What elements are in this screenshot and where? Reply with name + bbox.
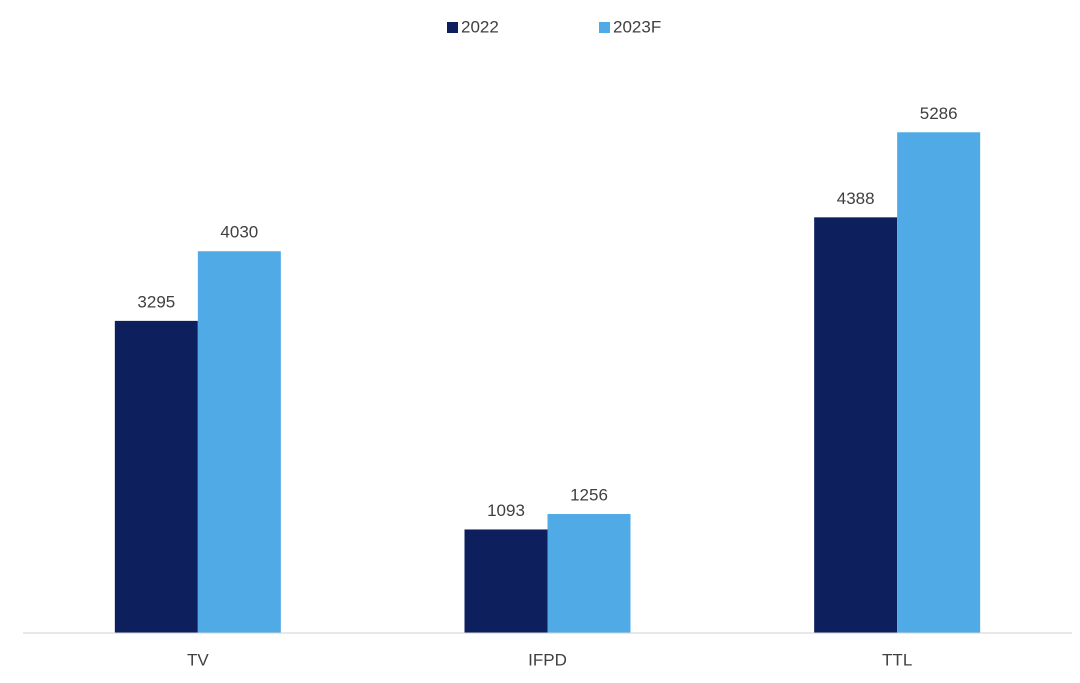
legend-swatch (447, 22, 458, 33)
data-label: 3295 (137, 292, 175, 311)
data-label: 4388 (837, 189, 875, 208)
legend-label: 2022 (461, 17, 499, 36)
data-label: 1093 (487, 501, 525, 520)
x-tick-label: IFPD (528, 650, 567, 669)
bar (197, 251, 281, 633)
bar (814, 217, 898, 633)
data-label: 1256 (570, 486, 608, 505)
bar (547, 514, 631, 633)
data-label: 5286 (920, 104, 958, 123)
bar (464, 529, 548, 633)
bar (114, 320, 198, 633)
legend-swatch (599, 22, 610, 33)
x-tick-label: TTL (882, 650, 912, 669)
bar (897, 132, 981, 633)
legend-label: 2023F (613, 17, 661, 36)
x-tick-label: TV (187, 650, 209, 669)
data-label: 4030 (220, 223, 258, 242)
